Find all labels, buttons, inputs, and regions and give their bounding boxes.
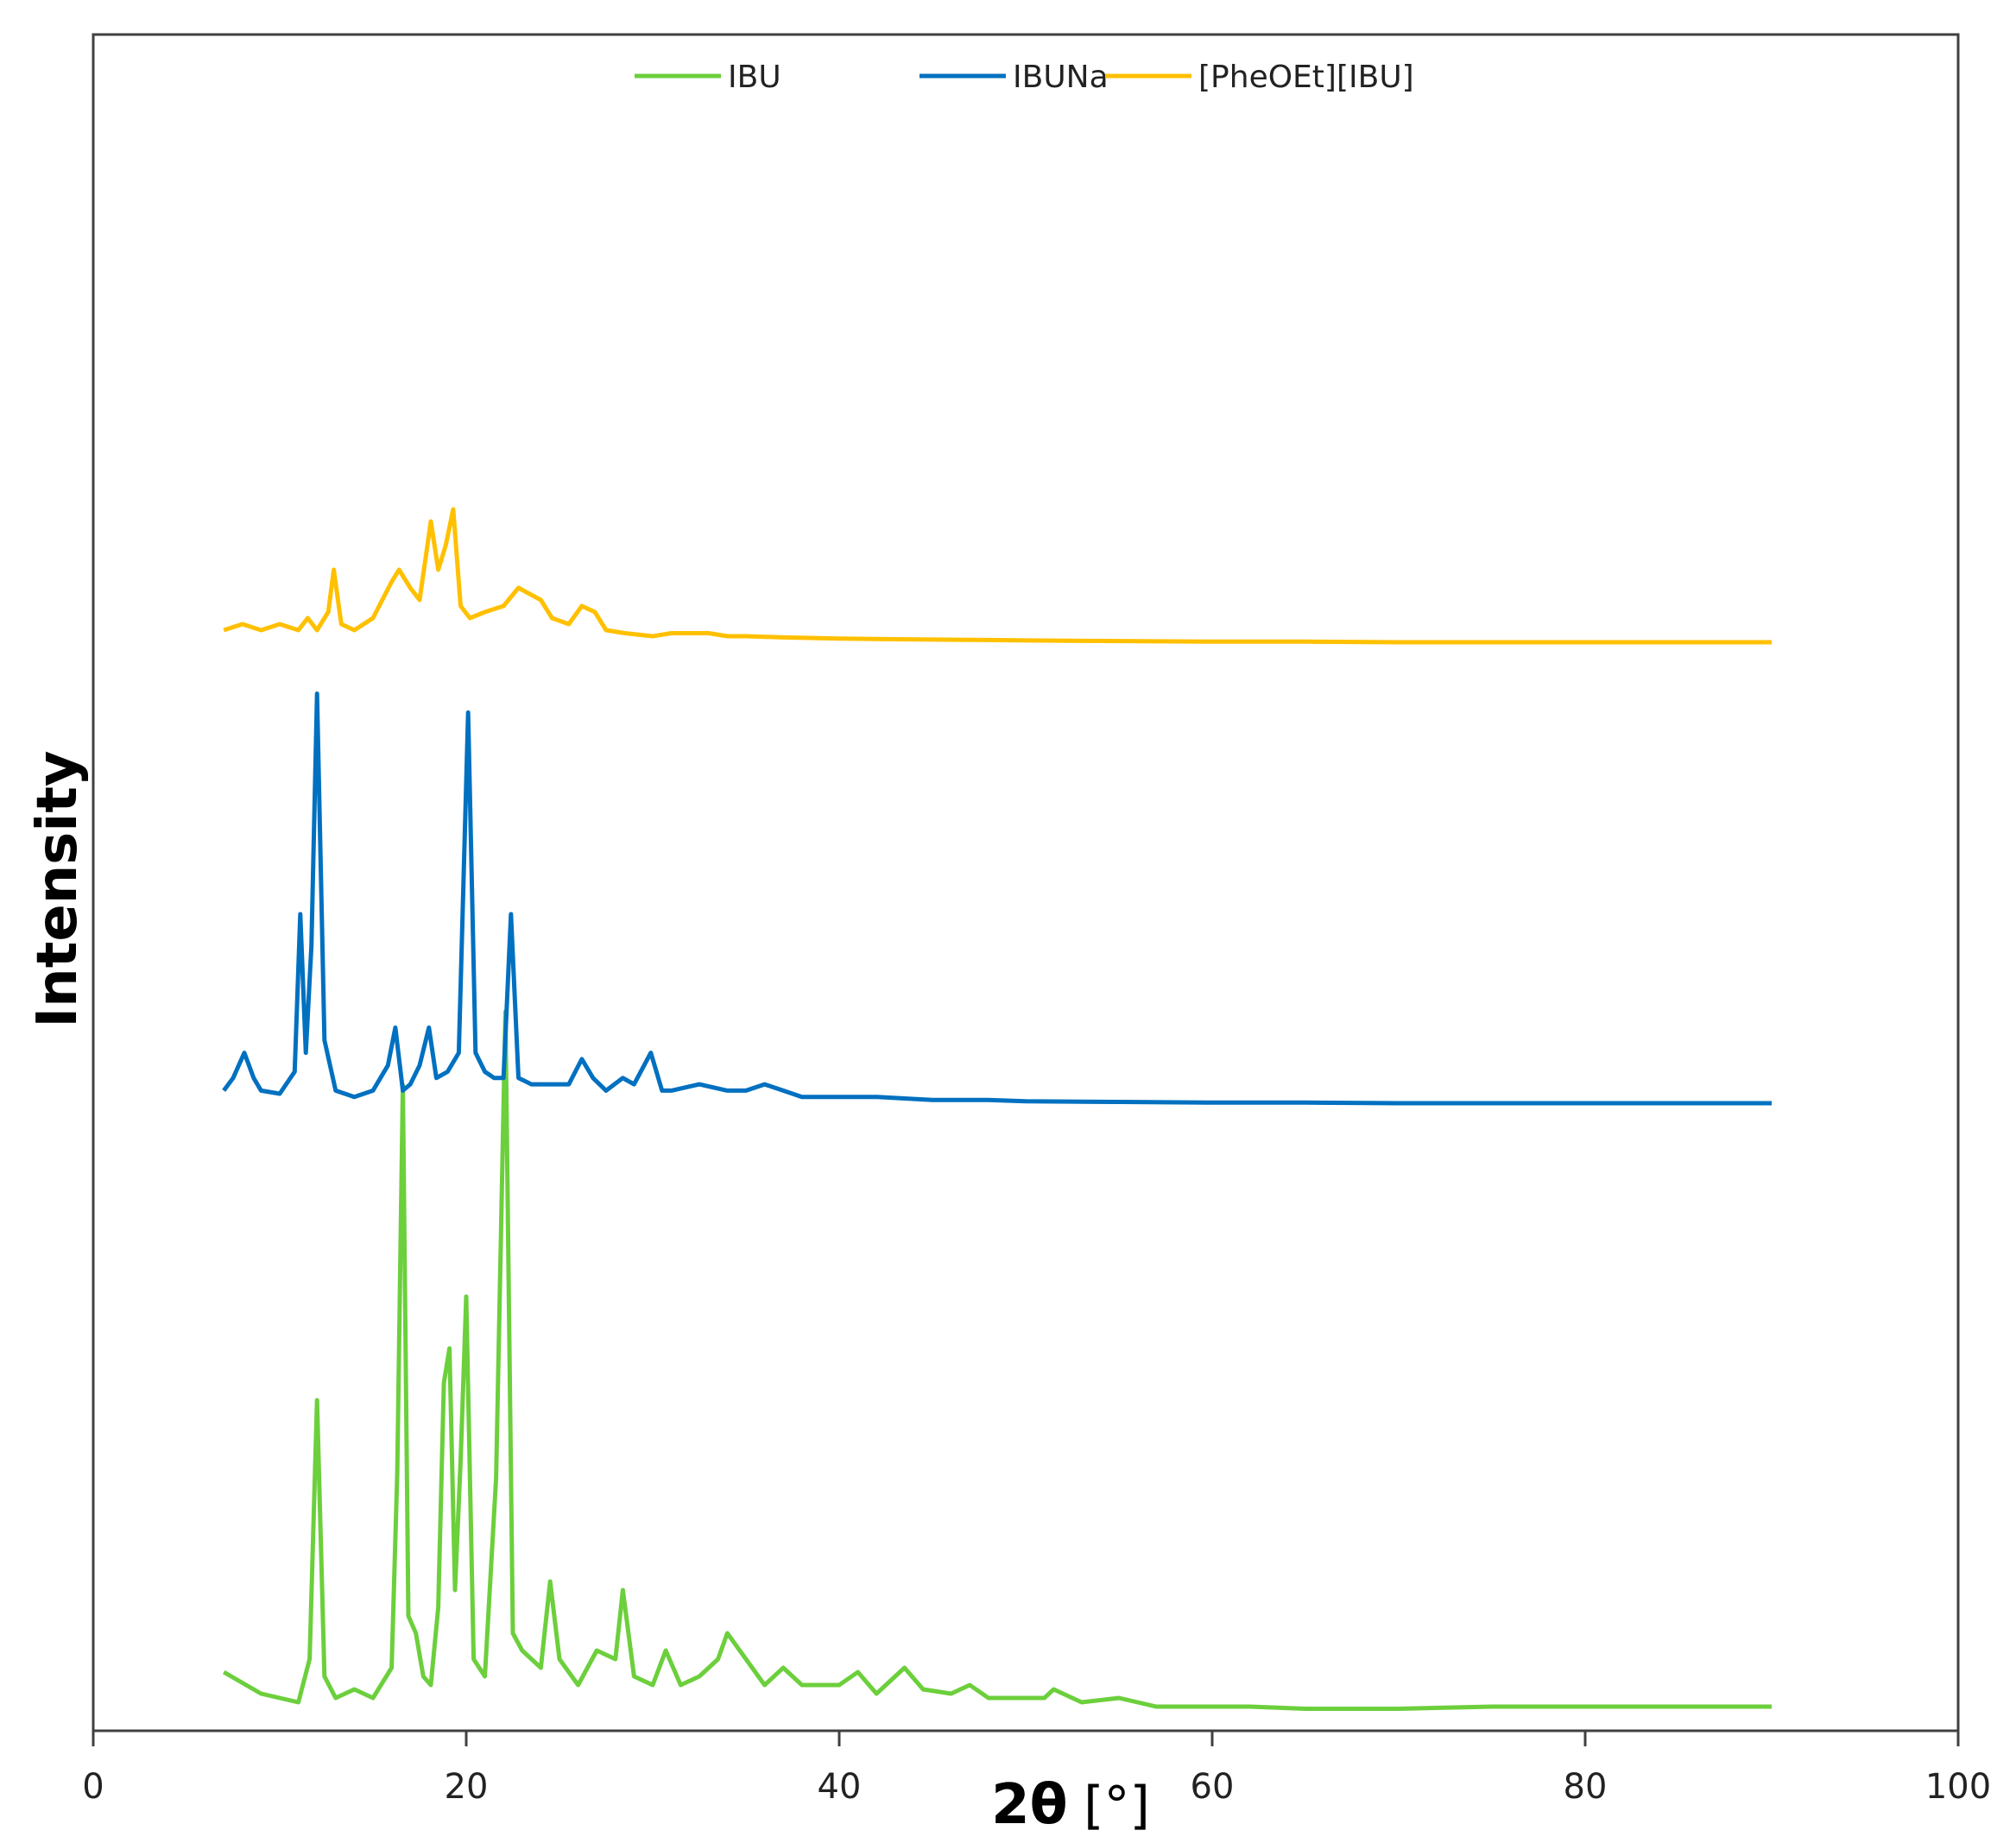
x-axis-title-unit: [°] — [1084, 1776, 1150, 1836]
series-line-1 — [222, 1009, 1772, 1711]
x-axis-title-symbol: 2θ — [991, 1773, 1068, 1837]
x-axis-title: 2θ [°] — [991, 1773, 1150, 1837]
legend: IBU IBUNa [PheOEt][IBU] — [635, 60, 1414, 95]
legend-label-1: IBU — [728, 60, 781, 95]
series-line-2 — [222, 691, 1772, 1106]
x-tick-label-0: 0 — [82, 1767, 104, 1807]
x-tick-label-20: 20 — [445, 1767, 489, 1807]
x-axis-ticks: 0 20 40 60 80 100 — [82, 1731, 1991, 1807]
x-tick-label-100: 100 — [1925, 1767, 1991, 1807]
x-tick-label-40: 40 — [818, 1767, 862, 1807]
series-line-3 — [223, 507, 1772, 645]
y-axis-title: Intensity — [26, 750, 90, 1027]
legend-label-2: IBUNa — [1013, 60, 1109, 95]
legend-label-3: [PheOEt][IBU] — [1198, 60, 1414, 95]
x-tick-label-80: 80 — [1564, 1767, 1608, 1807]
x-tick-label-60: 60 — [1191, 1767, 1235, 1807]
plot-frame — [92, 33, 1960, 1733]
series-layer — [222, 507, 1772, 1711]
